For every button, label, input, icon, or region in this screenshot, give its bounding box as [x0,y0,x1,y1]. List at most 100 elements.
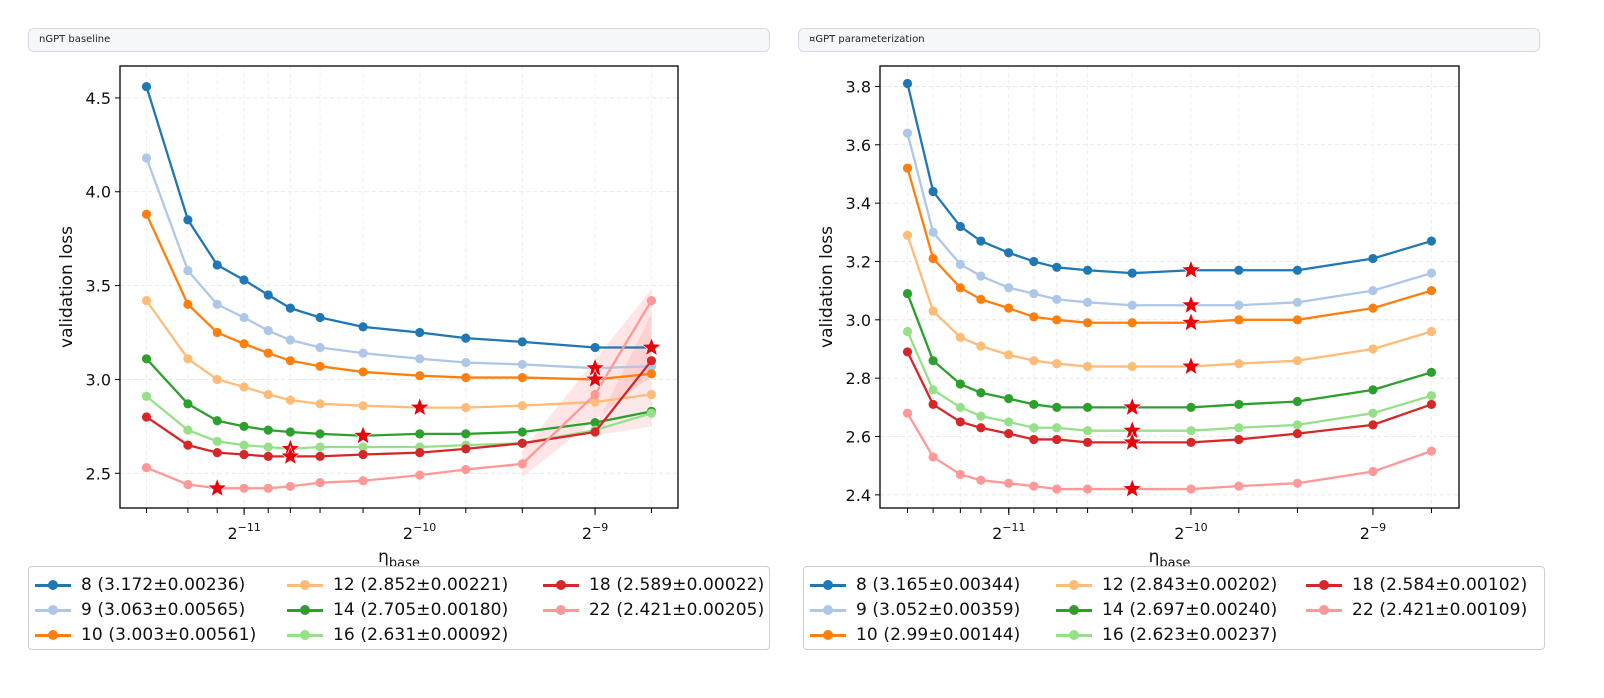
data-point [183,354,193,364]
y-tick-label: 2.6 [846,428,871,447]
data-point [239,312,249,323]
data-point [955,283,965,293]
data-point [1082,361,1093,372]
data-point [1426,446,1437,456]
legend-item-12: 12 (2.843±0.00202) [1054,573,1277,597]
series-line [145,86,652,349]
grid [120,66,678,508]
chart-ugpt-parameterization: 2.4 2.6 2.8 3.0 3.2 3.4 3.6 3.8 2−11 2−10 2−9 valid… [817,65,1460,571]
data-point [902,163,913,173]
data-point [1426,326,1437,337]
legend-item-8: 8 (3.165±0.00344) [808,573,1020,597]
data-point [1052,434,1062,445]
series-1 [902,128,1437,310]
data-point [358,476,368,486]
data-point [461,357,471,368]
data-point [976,294,986,304]
best-marker-star [1180,259,1202,280]
data-point [1368,253,1378,264]
legend-label: 12 (2.852±0.00221) [333,575,509,595]
legend-item-14: 14 (2.705±0.00180) [285,598,508,622]
series-line [906,83,1432,275]
data-point [358,449,368,460]
data-point [902,78,913,89]
data-point [1082,265,1093,275]
legend: 8 (3.165±0.00344) 9 (3.052±0.00359) 10 (… [803,566,1545,650]
data-point [358,322,368,332]
data-point [285,395,295,405]
best-marker-star [409,396,431,417]
data-point [902,230,913,240]
legend-label: 9 (3.052±0.00359) [856,600,1021,620]
legend-item-22: 22 (2.421±0.00205) [541,598,764,622]
series-line [145,157,652,370]
data-point [183,265,193,276]
data-point [358,442,368,452]
data-point [1368,420,1378,430]
x-tick-label: 2−11 [992,521,1025,543]
data-point [928,186,938,197]
best-marker-star [1180,355,1202,376]
data-point [1368,408,1378,418]
legend-item-10: 10 (3.003±0.00561) [33,623,256,647]
best-marker-star [1180,311,1202,332]
series-6 [902,347,1437,447]
legend-label: 10 (3.003±0.00561) [81,625,257,645]
data-point [263,451,273,461]
legend-item-12: 12 (2.852±0.00221) [285,573,508,597]
data-point [1052,294,1062,304]
legend-label: 9 (3.063±0.00565) [81,600,246,620]
data-point [461,429,471,439]
data-point [1234,265,1244,275]
data-point [141,82,152,92]
data-point [1186,426,1196,436]
data-point [212,436,222,446]
series-7 [902,408,1437,494]
data-point [928,385,938,395]
series-0 [902,78,1437,278]
legend-label: 14 (2.705±0.00180) [333,600,509,620]
legend-item-18: 18 (2.589±0.00022) [541,573,764,597]
data-point [183,425,193,435]
data-point [1234,399,1244,410]
best-marker-star [1121,396,1143,417]
data-point [141,412,152,422]
data-point [1368,466,1378,477]
data-point [1082,484,1093,494]
legend-label: 8 (3.172±0.00236) [81,575,246,595]
data-point [517,337,527,347]
y-axis-label: validation loss [817,226,837,348]
data-point [1368,385,1378,395]
data-point [976,236,986,246]
panel-title-tab: nGPT baseline [28,28,770,52]
data-point [1082,297,1093,307]
data-point [141,391,152,401]
x-tick-label: 2−10 [1174,521,1207,543]
legend-label: 22 (2.421±0.00205) [589,600,765,620]
legend-label: 18 (2.589±0.00022) [589,575,765,595]
data-point [928,253,938,264]
data-point [263,326,273,336]
data-point [461,444,471,454]
data-point [976,271,986,281]
data-point [1052,423,1062,433]
data-point [517,459,527,469]
series-line [906,132,1432,307]
data-point [415,354,425,364]
data-point [646,408,657,418]
data-point [928,227,938,237]
data-point [1004,429,1014,439]
data-point [1292,297,1303,307]
data-point [183,440,193,450]
data-point [1004,248,1014,258]
data-point [1426,286,1437,296]
y-axis-label: validation loss [57,226,77,348]
data-point [263,483,273,493]
series-6 [141,356,657,461]
data-point [1052,315,1062,325]
data-point [1292,429,1303,439]
data-point [1292,265,1303,275]
data-point [1186,484,1196,494]
data-point [1082,426,1093,436]
data-point [461,372,471,383]
